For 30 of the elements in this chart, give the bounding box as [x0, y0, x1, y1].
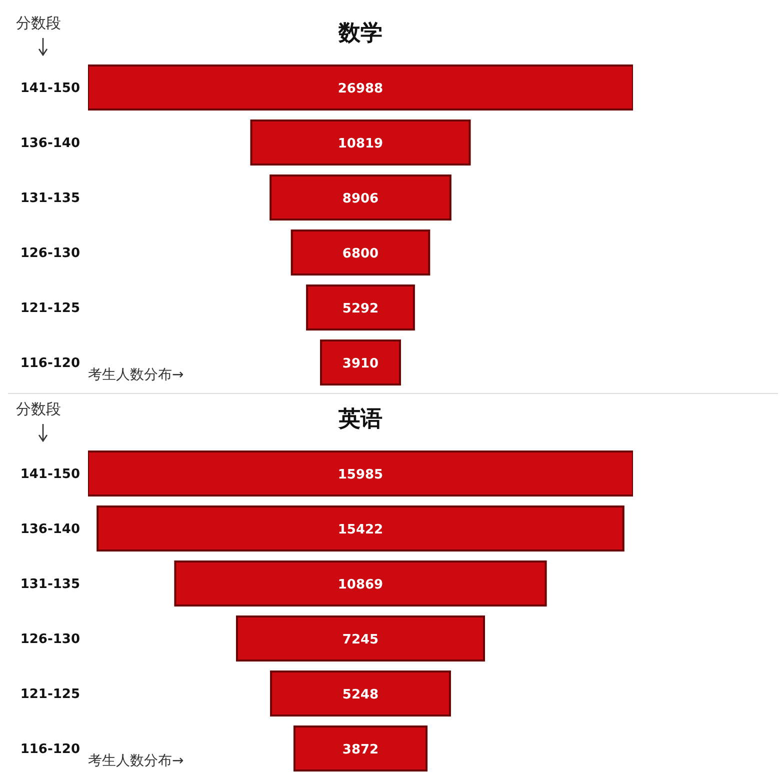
- text: 分数段: [16, 14, 61, 33]
- category-label: 126-130: [20, 246, 80, 262]
- text: 英语: [338, 407, 382, 432]
- category-label: 116-120: [20, 356, 80, 372]
- data-label: 5292: [342, 302, 379, 316]
- category-label: 141-150: [20, 467, 80, 482]
- data-label: 15422: [338, 522, 384, 538]
- data-label: 8906: [342, 192, 379, 206]
- text: 考生人数分布→: [88, 366, 184, 384]
- category-label: 136-140: [20, 136, 80, 152]
- data-label: 3872: [342, 742, 379, 758]
- data-label: 26988: [338, 82, 384, 96]
- category-label: 136-140: [20, 522, 80, 538]
- data-label: 5248: [342, 688, 379, 702]
- category-label: 141-150: [20, 81, 80, 96]
- category-label: 131-135: [20, 191, 80, 206]
- data-label: 15985: [338, 468, 384, 482]
- category-label: 121-125: [20, 301, 80, 316]
- category-label: 116-120: [20, 742, 80, 758]
- category-label: 126-130: [20, 632, 80, 648]
- data-label: 6800: [342, 246, 379, 262]
- text: 考生人数分布→: [88, 752, 184, 770]
- category-label: 131-135: [20, 577, 80, 592]
- text: 数学: [338, 21, 382, 46]
- data-label: 3910: [342, 356, 379, 372]
- data-label: 7245: [342, 632, 379, 648]
- category-label: 121-125: [20, 687, 80, 702]
- data-label: 10869: [338, 578, 384, 592]
- text: 分数段: [16, 400, 61, 419]
- data-label: 10819: [338, 136, 384, 152]
